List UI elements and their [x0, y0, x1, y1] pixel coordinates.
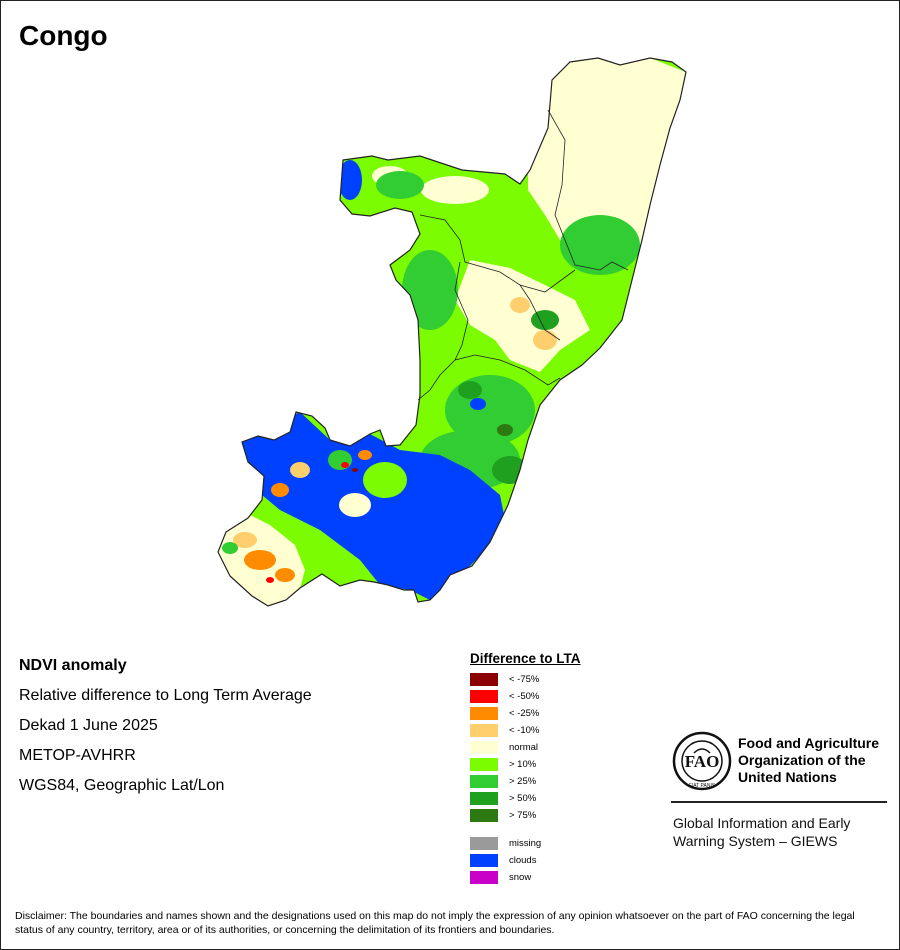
raster-clouds-patch: [470, 398, 486, 410]
legend-item: > 10%: [470, 757, 536, 771]
legend-swatch: [470, 774, 498, 788]
info-heading: NDVI anomaly: [19, 657, 127, 674]
legend-item: normal: [470, 740, 538, 754]
legend-swatch: [470, 672, 498, 686]
raster-lt10-patch: [533, 330, 557, 350]
raster-gt10-patch: [363, 462, 407, 498]
legend-label: > 75%: [509, 809, 537, 821]
raster-lt25-patch: [275, 568, 295, 582]
raster-gt75-patch: [497, 424, 513, 436]
legend-label: missing: [509, 837, 542, 849]
legend-swatch: [470, 870, 498, 884]
info-sensor: METOP-AVHRR: [19, 747, 136, 764]
legend-label: normal: [509, 741, 539, 753]
raster-gt50-patch: [531, 310, 559, 330]
raster-normal-patch: [421, 176, 489, 204]
fao-logo-motto: FIAT PANIS: [689, 783, 716, 789]
raster-lt25-patch: [244, 550, 276, 570]
legend-swatch: [470, 808, 498, 822]
legend-item: < -75%: [470, 672, 539, 686]
raster-lt10-patch: [290, 462, 310, 478]
boundary-line: [419, 214, 576, 293]
country-raster: [218, 58, 686, 606]
fao-logo-icon: FAO FIAT PANIS: [672, 731, 732, 791]
legend-label: > 50%: [509, 792, 537, 804]
legend-item: < -50%: [470, 689, 539, 703]
raster-lt25-patch: [271, 483, 289, 497]
info-projection: WGS84, Geographic Lat/Lon: [19, 777, 225, 794]
info-period: Dekad 1 June 2025: [19, 717, 158, 734]
legend-swatch: [470, 723, 498, 737]
raster-gt25-patch: [376, 171, 424, 199]
legend-swatch: [470, 853, 498, 867]
legend-swatch: [470, 689, 498, 703]
legend-label: < -10%: [509, 724, 540, 736]
legend-label: < -75%: [509, 673, 540, 685]
boundary-line: [454, 261, 561, 386]
legend-label: > 25%: [509, 775, 537, 787]
raster-normal-central: [455, 260, 590, 372]
raster-lt10-patch: [510, 297, 530, 313]
raster-clouds-patch: [338, 160, 362, 200]
raster-clouds-main: [240, 412, 505, 600]
raster-lt25-patch: [358, 450, 372, 460]
raster-lt50-patch: [266, 577, 274, 583]
department-boundaries: [417, 109, 629, 401]
legend-swatch: [470, 706, 498, 720]
legend-item: clouds: [470, 853, 536, 867]
fao-logo-letters: FAO: [685, 752, 720, 771]
raster-lt75-patch: [352, 468, 358, 472]
raster-lt50-patch: [341, 462, 349, 468]
divider: [671, 801, 887, 803]
raster-gt50-patch: [458, 381, 482, 399]
raster-gt25-patch: [402, 250, 458, 330]
legend-item: > 50%: [470, 791, 536, 805]
map-title: Congo: [19, 20, 108, 51]
boundary-line: [547, 109, 629, 271]
raster-gt25-patch: [560, 215, 640, 275]
legend-label: clouds: [509, 854, 537, 866]
legend-swatch: [470, 757, 498, 771]
legend-item: < -10%: [470, 723, 539, 737]
legend-item: missing: [470, 836, 541, 850]
raster-gt25-patch: [222, 542, 238, 554]
raster-gt25-patch: [328, 450, 352, 470]
legend-label: snow: [509, 871, 532, 883]
legend-label: < -50%: [509, 690, 540, 702]
legend-swatch: [470, 791, 498, 805]
raster-lt10-patch: [233, 532, 257, 548]
boundary-line: [417, 359, 456, 401]
raster-gt10-patch: [312, 546, 348, 574]
legend-swatch: [470, 836, 498, 850]
raster-normal-patch: [550, 80, 650, 140]
legend-item: > 75%: [470, 808, 536, 822]
legend-swatch: [470, 740, 498, 754]
legend-title: Difference to LTA: [470, 651, 581, 666]
giews-label: Global Information and Early Warning Sys…: [673, 815, 851, 849]
legend-label: < -25%: [509, 707, 540, 719]
legend-item: < -25%: [470, 706, 539, 720]
boundary-line: [519, 284, 561, 341]
fao-organization-name: Food and Agriculture Organization of the…: [738, 735, 880, 785]
info-description: Relative difference to Long Term Average: [19, 687, 312, 704]
legend-label: > 10%: [509, 758, 537, 770]
raster-normal-patch: [339, 493, 371, 517]
disclaimer: Disclaimer: The boundaries and names sho…: [15, 910, 855, 936]
ndvi-anomaly-map: [217, 57, 687, 607]
legend-item: snow: [470, 870, 531, 884]
legend-item: > 25%: [470, 774, 536, 788]
